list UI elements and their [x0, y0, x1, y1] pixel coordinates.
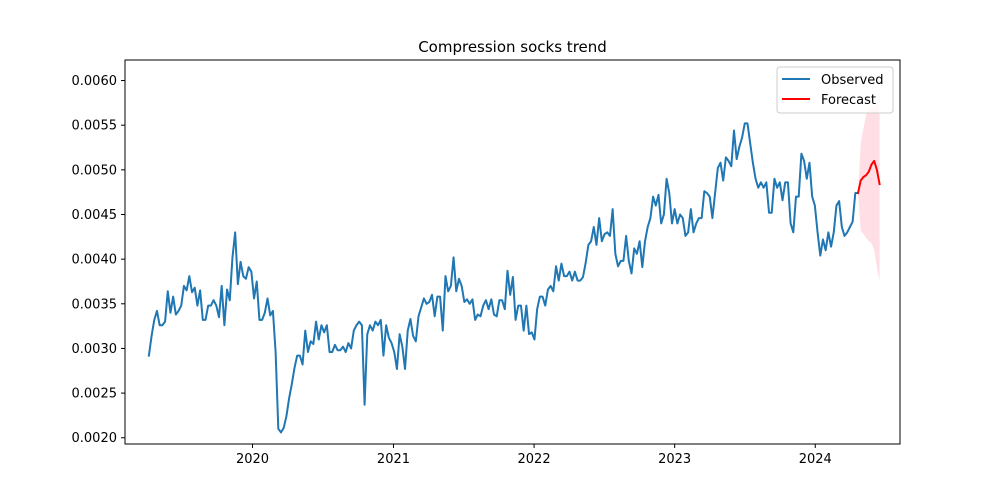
y-tick-label: 0.0035 [72, 297, 118, 312]
x-tick-label: 2023 [658, 452, 691, 467]
x-tick-label: 2021 [377, 452, 410, 467]
axes-frame [124, 59, 901, 445]
legend: Observed Forecast [776, 66, 894, 114]
forecast-confidence-band [858, 100, 880, 281]
observed-series-line [147, 122, 860, 434]
y-tick-label: 0.0050 [72, 163, 118, 178]
x-tick-label: 2024 [799, 452, 832, 467]
y-tick-label: 0.0055 [72, 119, 118, 134]
y-tick-label: 0.0060 [72, 74, 118, 89]
y-tick-label: 0.0020 [72, 431, 118, 446]
forecast-series-line [856, 159, 881, 195]
x-tick-label: 2020 [236, 452, 269, 467]
y-tick-label: 0.0045 [72, 208, 118, 223]
plot-area [125, 60, 900, 444]
x-tick-label: 2022 [518, 452, 551, 467]
legend-label-observed: Observed [821, 73, 884, 88]
y-tick-label: 0.0025 [72, 387, 118, 402]
legend-label-forecast: Forecast [821, 93, 876, 108]
y-tick-label: 0.0030 [72, 342, 118, 357]
chart-title: Compression socks trend [418, 38, 607, 56]
y-tick-label: 0.0040 [72, 253, 118, 268]
